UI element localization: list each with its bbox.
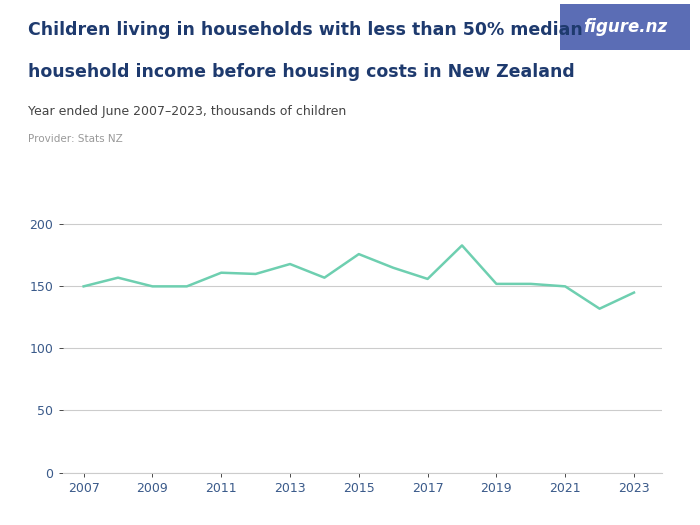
- Text: Provider: Stats NZ: Provider: Stats NZ: [28, 134, 122, 144]
- Text: household income before housing costs in New Zealand: household income before housing costs in…: [28, 63, 575, 81]
- Text: Year ended June 2007–2023, thousands of children: Year ended June 2007–2023, thousands of …: [28, 105, 346, 118]
- Text: Children living in households with less than 50% median: Children living in households with less …: [28, 21, 582, 39]
- Text: figure.nz: figure.nz: [582, 18, 667, 36]
